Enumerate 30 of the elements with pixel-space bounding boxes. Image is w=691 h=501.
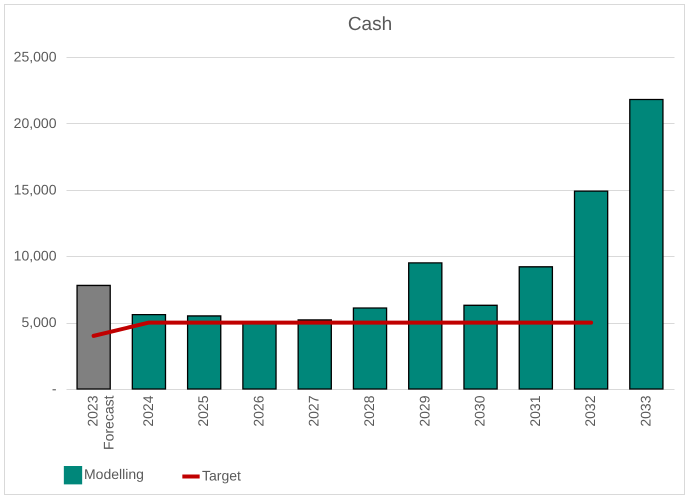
y-tick-label: 20,000 [14, 114, 57, 131]
y-tick-label: - [52, 380, 57, 396]
bar [408, 262, 443, 390]
bar [463, 304, 498, 390]
bar [76, 284, 111, 390]
x-tick-label: 2028 [361, 395, 377, 427]
x-tick-label: 2033 [637, 395, 654, 427]
bar [186, 315, 222, 390]
x-tick-label: 2032 [582, 395, 598, 427]
x-tick-label: 2024 [140, 395, 156, 427]
bar [574, 190, 608, 390]
x-tick-label: 2025 [195, 395, 212, 427]
bar [518, 266, 554, 390]
bar [132, 314, 166, 390]
y-tick-label: 15,000 [14, 181, 57, 198]
bar [629, 98, 664, 390]
y-tick-label: 10,000 [14, 248, 57, 264]
x-tick-label: 2026 [250, 395, 266, 427]
y-tick-label: 25,000 [14, 48, 57, 64]
legend-label: Modelling [84, 466, 144, 482]
bar [297, 319, 332, 390]
x-tick-label: 2031 [526, 395, 543, 427]
x-tick-label: 2030 [472, 395, 488, 427]
chart-title: Cash [348, 14, 392, 35]
y-tick-label: 5,000 [21, 314, 57, 330]
x-tick-label: 2023 Forecast [84, 395, 117, 450]
x-tick-label: 2027 [306, 395, 322, 427]
bar [352, 307, 388, 390]
legend-label: Target [202, 468, 242, 484]
x-tick-label: 2029 [416, 395, 432, 427]
